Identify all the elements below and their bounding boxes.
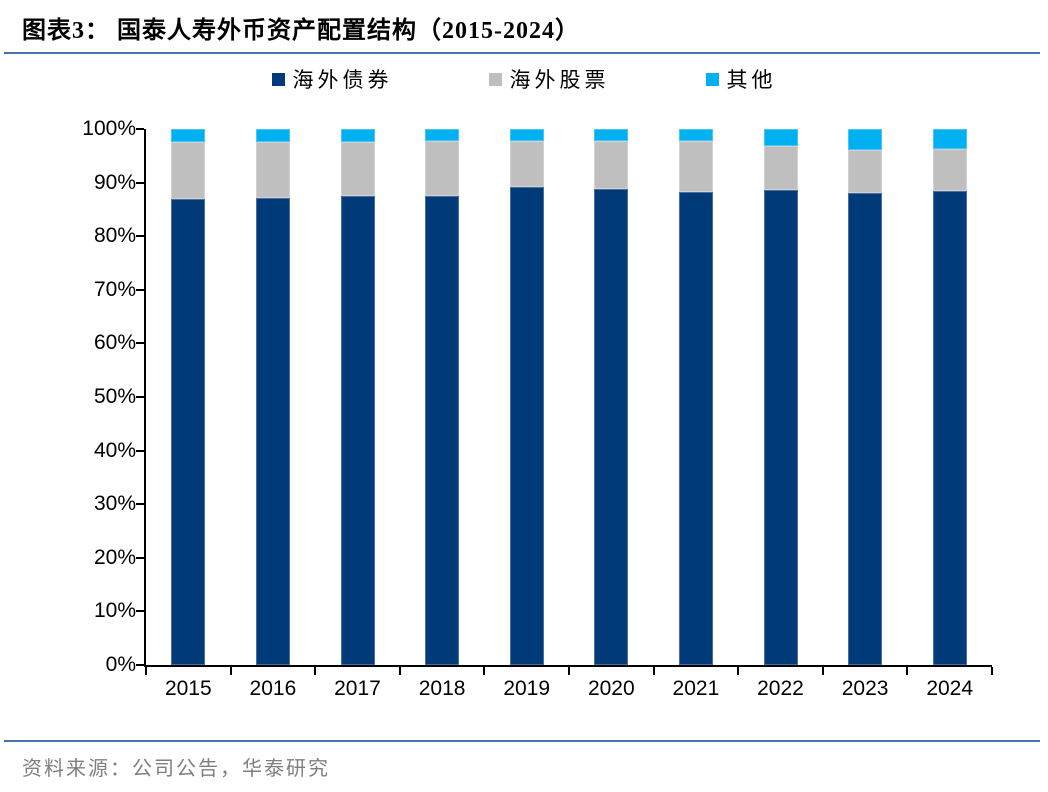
- bar-segment-overseas-stocks: [848, 150, 883, 194]
- page-title: 图表3： 国泰人寿外币资产配置结构（2015-2024）: [22, 18, 580, 44]
- bar-column-2024: [932, 129, 967, 665]
- x-axis-tick: [229, 667, 232, 675]
- x-axis-tick: [398, 667, 401, 675]
- bar-column-2023: [848, 129, 883, 665]
- bar-column-2015: [171, 129, 206, 665]
- bar-segment-overseas-stocks: [594, 141, 629, 189]
- y-axis-tick: [136, 235, 144, 238]
- y-axis-tick: [136, 288, 144, 291]
- legend-swatch-overseas-bonds: [271, 72, 285, 86]
- y-axis-tick: [136, 556, 144, 559]
- bar-segment-overseas-bonds: [932, 191, 967, 665]
- y-tick-label: 0%: [105, 653, 136, 676]
- bar-segment-other: [509, 129, 544, 142]
- y-tick-label: 70%: [93, 277, 136, 301]
- y-axis-tick: [136, 610, 144, 613]
- legend-label: 海外债券: [292, 68, 393, 92]
- x-axis-tick: [568, 667, 570, 675]
- y-axis-tick: [136, 181, 144, 184]
- x-axis-tick: [737, 667, 740, 675]
- x-axis-tick: [314, 667, 317, 675]
- y-tick-label: 30%: [93, 492, 136, 516]
- source-note: 资料来源：公司公告，华泰研究: [22, 758, 330, 780]
- legend-swatch-other: [705, 72, 719, 86]
- bar-segment-overseas-bonds: [509, 187, 544, 665]
- y-axis-tick: [136, 342, 144, 345]
- bar-segment-overseas-stocks: [171, 141, 206, 200]
- legend-label: 其他: [726, 68, 777, 92]
- y-axis-tick: [136, 503, 144, 506]
- footer-divider: [4, 740, 1040, 742]
- y-tick-label: 50%: [93, 385, 136, 408]
- bar-segment-other: [425, 129, 460, 142]
- y-tick-label: 90%: [93, 170, 136, 194]
- chart-legend: 海外债券 海外股票 其他: [0, 64, 1048, 94]
- plot-area: 0% 10% 20% 30% 40% 50% 60% 70% 80% 90% 100% 2015 201…: [82, 118, 993, 700]
- bar-segment-other: [171, 129, 206, 142]
- bar-segment-overseas-bonds: [340, 196, 375, 665]
- bar-segment-overseas-stocks: [678, 141, 713, 193]
- x-axis-tick: [145, 667, 147, 675]
- bar-segment-other: [848, 129, 883, 151]
- bar-segment-overseas-stocks: [509, 141, 544, 188]
- x-axis-tick: [906, 667, 909, 675]
- y-axis-tick: [136, 449, 144, 452]
- bar-segment-overseas-stocks: [255, 141, 290, 198]
- x-tick-label: 2015: [164, 677, 212, 700]
- bar-segment-other: [255, 129, 290, 142]
- y-tick-label: 40%: [93, 438, 136, 462]
- legend-swatch-overseas-stocks: [488, 72, 502, 86]
- y-tick-label: 10%: [93, 599, 136, 623]
- y-tick-label: 60%: [93, 331, 136, 355]
- bar-segment-other: [594, 129, 629, 142]
- legend-item-other: 其他: [705, 64, 777, 94]
- bar-segment-other: [763, 129, 798, 147]
- x-tick-label: 2024: [926, 677, 974, 700]
- bar-segment-other: [932, 129, 967, 150]
- bar-segment-overseas-bonds: [594, 188, 629, 665]
- x-axis-tick: [991, 667, 993, 675]
- bar-segment-overseas-stocks: [425, 141, 460, 196]
- x-tick-label: 2021: [672, 677, 720, 700]
- y-tick-label: 100%: [82, 117, 136, 140]
- x-tick-label: 2023: [841, 677, 889, 700]
- bar-segment-overseas-stocks: [763, 146, 798, 191]
- y-axis-tick: [136, 664, 144, 666]
- bar-column-2016: [255, 129, 290, 665]
- bar-column-2021: [678, 129, 713, 665]
- x-tick-label: 2016: [249, 677, 297, 700]
- x-axis-tick: [821, 667, 824, 675]
- x-tick-label: 2019: [503, 677, 551, 700]
- bar-column-2019: [509, 129, 544, 665]
- x-tick-label: 2017: [334, 677, 381, 700]
- bar-segment-overseas-bonds: [255, 197, 290, 665]
- bar-segment-overseas-bonds: [848, 193, 883, 665]
- y-tick-label: 80%: [93, 224, 136, 248]
- y-tick-label: 20%: [93, 545, 136, 569]
- bar-column-2020: [594, 129, 629, 665]
- x-tick-label: 2018: [418, 677, 466, 700]
- legend-item-overseas-bonds: 海外债券: [271, 64, 393, 94]
- x-tick-label: 2020: [587, 677, 635, 700]
- bar-segment-overseas-stocks: [932, 149, 967, 192]
- legend-item-overseas-stocks: 海外股票: [488, 64, 610, 94]
- bar-segment-overseas-bonds: [171, 199, 206, 665]
- bar-segment-overseas-stocks: [340, 141, 375, 196]
- x-axis-tick: [652, 667, 655, 675]
- title-divider: [4, 52, 1040, 54]
- bar-segment-other: [340, 129, 375, 142]
- y-axis-tick: [136, 396, 144, 398]
- x-axis-tick: [483, 667, 486, 675]
- bar-segment-overseas-bonds: [678, 192, 713, 665]
- legend-label: 海外股票: [509, 68, 610, 92]
- y-axis-tick: [136, 128, 144, 130]
- bar-column-2018: [425, 129, 460, 665]
- bar-segment-overseas-bonds: [763, 190, 798, 665]
- bar-segment-other: [678, 129, 713, 142]
- bar-segment-overseas-bonds: [425, 196, 460, 665]
- x-tick-label: 2022: [757, 677, 804, 700]
- bar-column-2022: [763, 129, 798, 665]
- bar-column-2017: [340, 129, 375, 665]
